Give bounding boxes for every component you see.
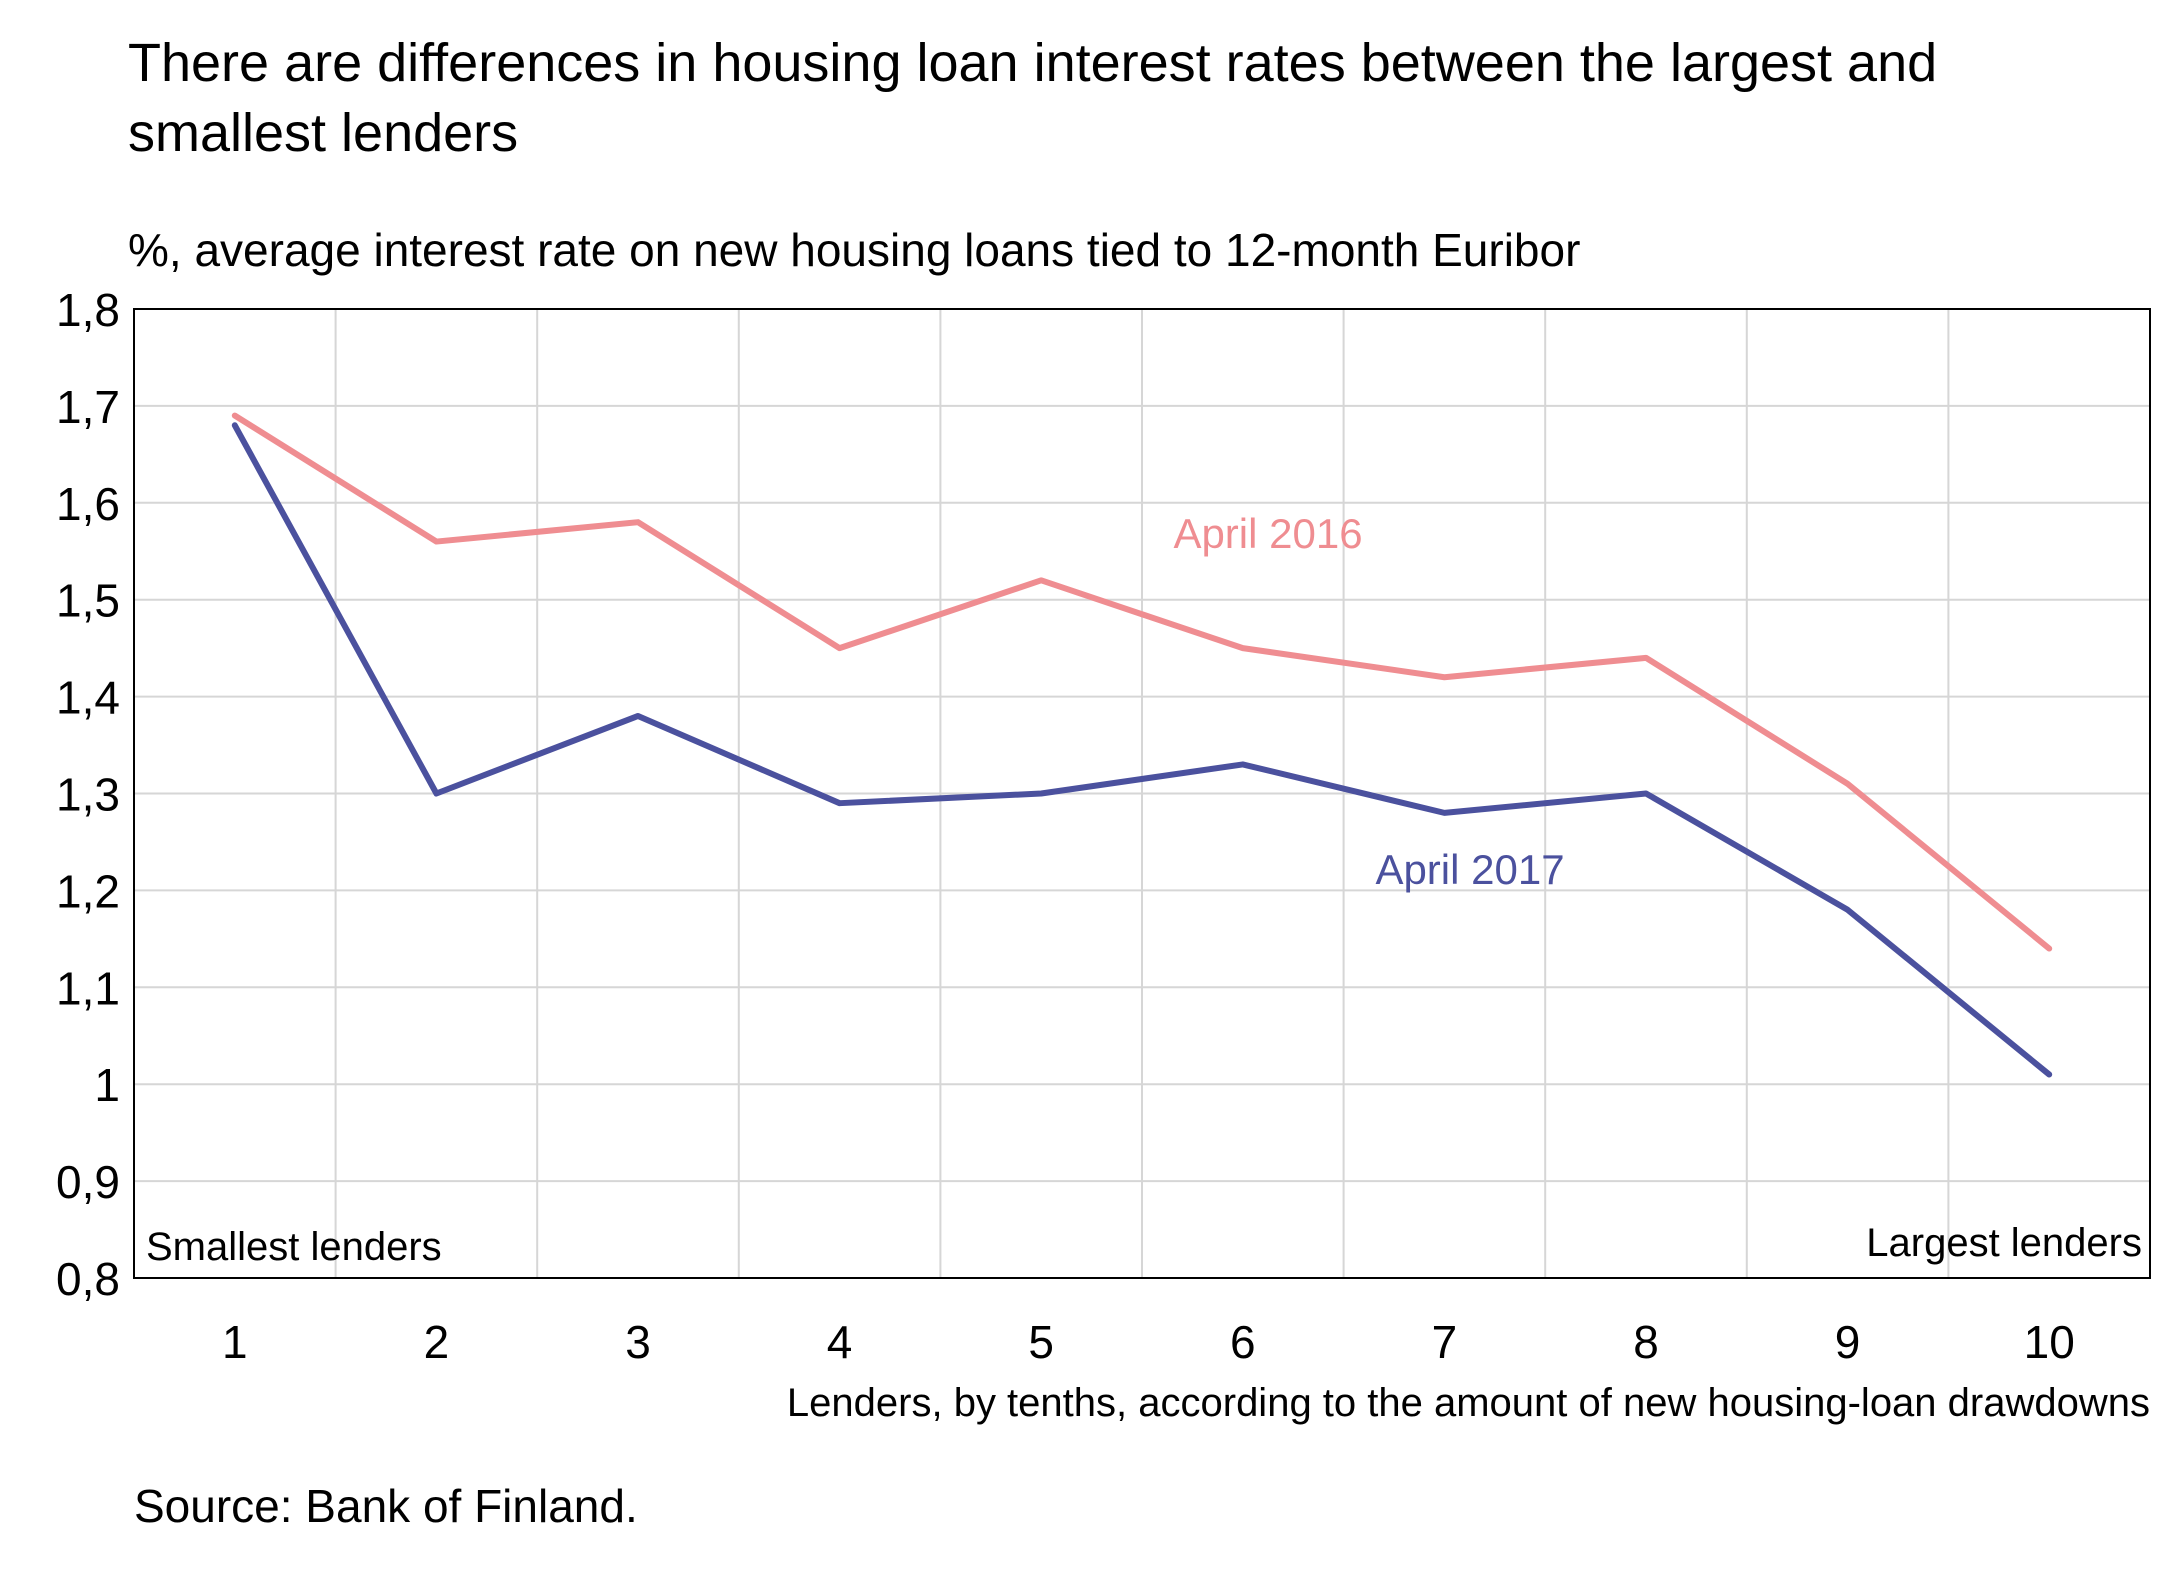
y-tick-label: 1,8 [56,284,120,336]
y-tick-label: 1,5 [56,575,120,627]
y-tick-label: 0,8 [56,1253,120,1305]
x-tick-label: 4 [827,1316,853,1368]
x-axis-label: Lenders, by tenths, according to the amo… [787,1381,2150,1425]
y-tick-label: 1,7 [56,381,120,433]
annotation-smallest-lenders: Smallest lenders [146,1225,442,1269]
x-tick-label: 6 [1230,1316,1256,1368]
y-tick-label: 0,9 [56,1156,120,1208]
x-tick-label: 3 [625,1316,651,1368]
plot-frame [133,308,2151,1279]
x-tick-label: 5 [1028,1316,1054,1368]
series-label-april-2016: April 2016 [1173,510,1362,557]
y-tick-label: 1 [94,1059,120,1111]
y-tick-label: 1,2 [56,865,120,917]
series-line-april-2016 [231,412,2053,952]
x-tick-label: 1 [222,1316,248,1368]
chart-title: There are differences in housing loan in… [128,33,1938,163]
source-note: Source: Bank of Finland. [134,1480,638,1532]
x-tick-label: 8 [1633,1316,1659,1368]
y-tick-label: 1,4 [56,672,120,724]
x-tick-label: 2 [424,1316,450,1368]
series-label-april-2017: April 2017 [1375,846,1564,893]
x-tick-label: 9 [1835,1316,1861,1368]
x-tick-label: 10 [2024,1316,2075,1368]
y-tick-label: 1,3 [56,769,120,821]
annotation-largest-lenders: Largest lenders [1866,1221,2142,1265]
chart-subtitle: %, average interest rate on new housing … [128,224,1581,276]
y-tick-label: 1,6 [56,478,120,530]
x-tick-label: 7 [1432,1316,1458,1368]
series-line-april-2017 [231,422,2053,1078]
y-tick-label: 1,1 [56,962,120,1014]
